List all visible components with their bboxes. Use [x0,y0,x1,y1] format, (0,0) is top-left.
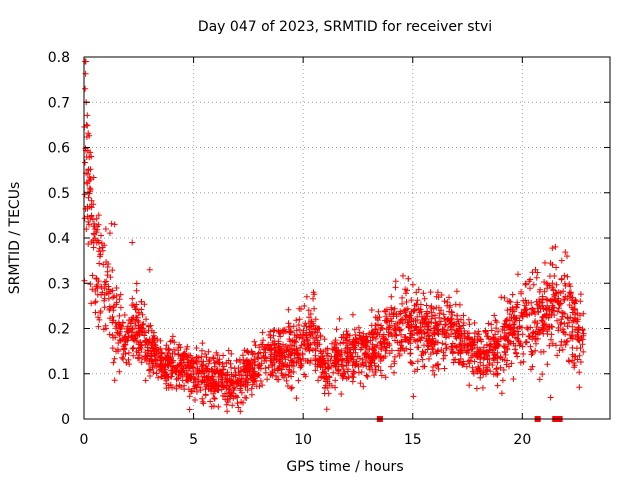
x-axis-label: GPS time / hours [286,459,403,475]
y-tick-label: 0.1 [48,367,70,383]
x-tick-label: 10 [294,432,312,448]
y-tick-label: 0.5 [48,186,70,202]
data-points [81,58,587,422]
x-tick-label: 20 [513,432,531,448]
y-axis-label: SRMTID / TECUs [7,182,23,295]
y-tick-label: 0 [61,412,70,428]
x-tick-label: 5 [189,432,198,448]
y-tick-label: 0.6 [48,141,70,157]
y-tick-label: 0.8 [48,50,70,66]
grid [84,57,610,419]
y-tick-label: 0.7 [48,95,70,111]
y-tick-label: 0.3 [48,276,70,292]
y-tick-label: 0.4 [48,231,70,247]
x-tick-label: 0 [80,432,89,448]
axis-ticks: 0 0.1 0.2 0.3 0.4 0.5 0.6 0.7 0.8 0 5 10 15 20 [48,50,610,448]
x-tick-label: 15 [404,432,422,448]
y-tick-label: 0.2 [48,322,70,338]
data-point-marks [81,58,587,415]
chart-title: Day 047 of 2023, SRMTID for receiver stv… [198,19,492,35]
